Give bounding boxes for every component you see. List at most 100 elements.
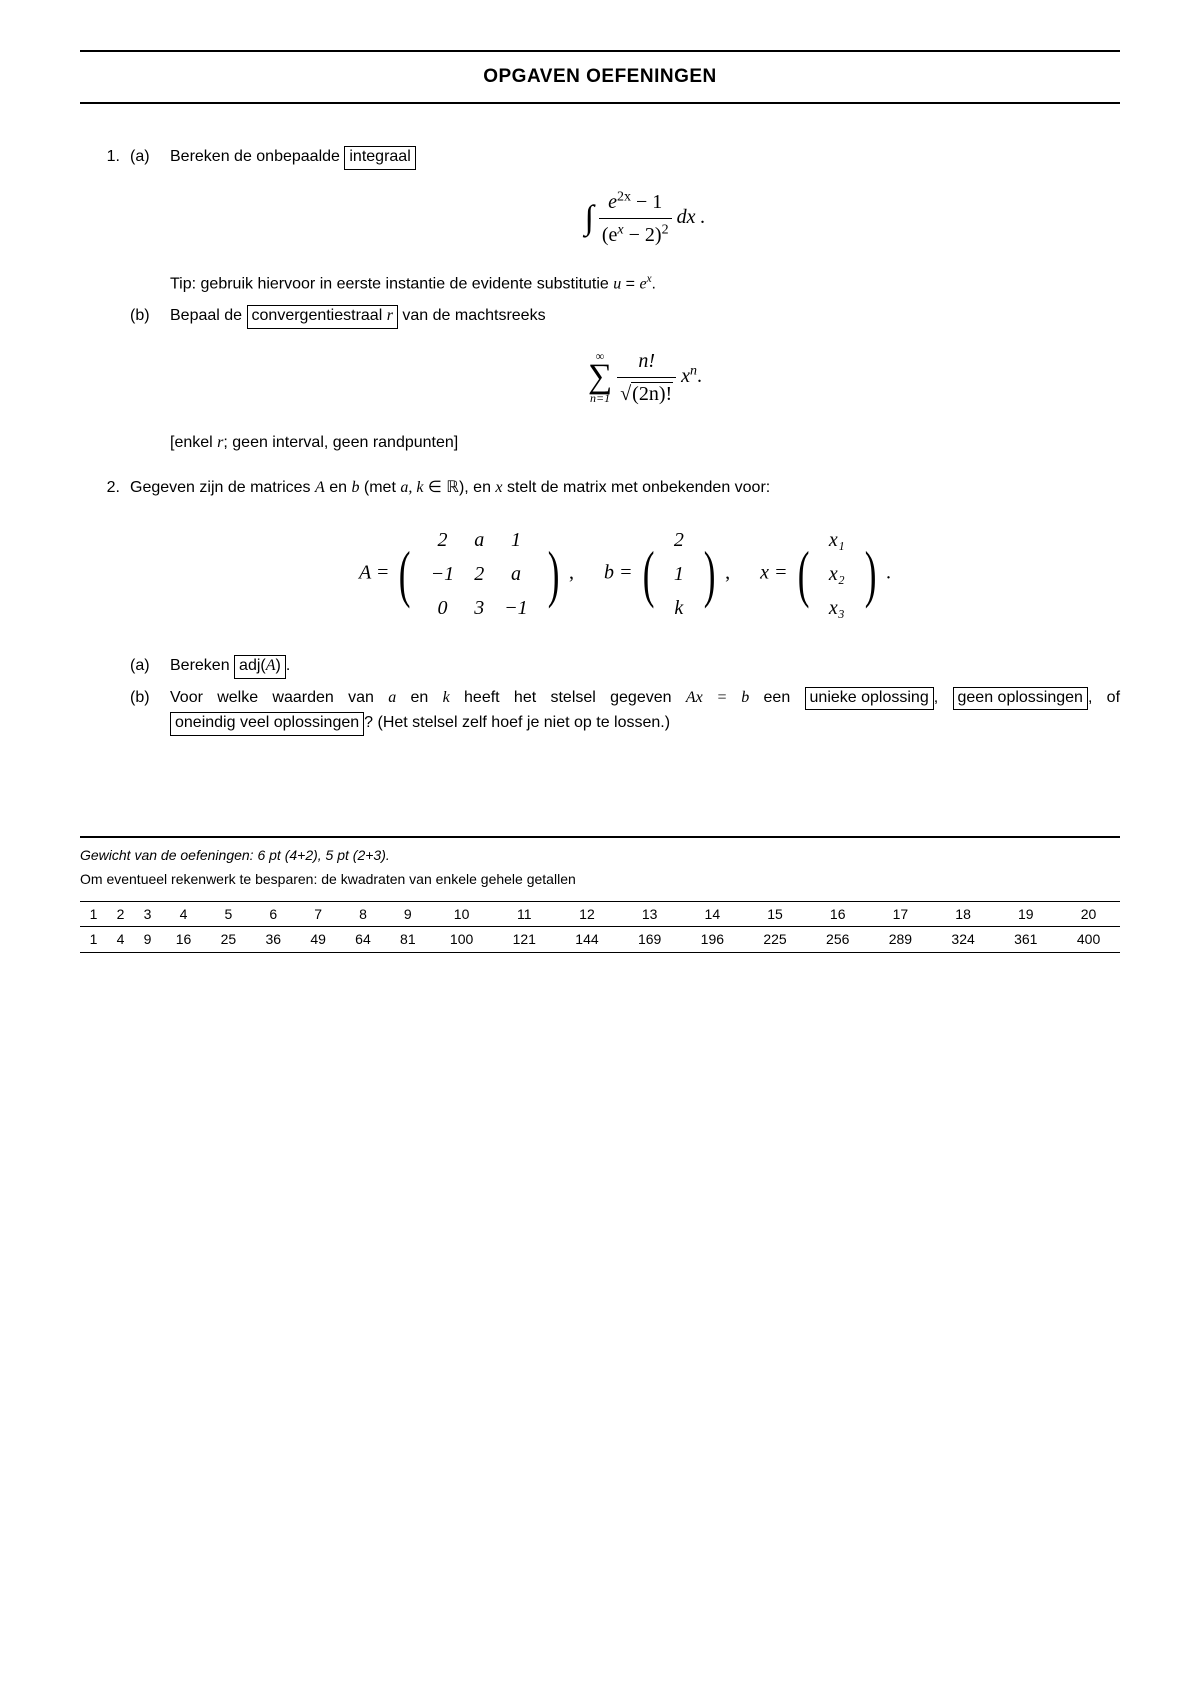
sep: , (934, 689, 938, 706)
vector-b: 2 1 k (664, 523, 694, 625)
integral-symbol: ∫ (585, 199, 594, 236)
A-equals: A = (359, 561, 394, 583)
text: Gegeven zijn de matrices (130, 479, 315, 496)
x-equals: x = (760, 561, 792, 583)
period: . (652, 275, 656, 292)
boxed-geen-oplossingen: geen oplossingen (953, 687, 1088, 711)
vector-x-name: x (495, 479, 502, 496)
bottom-rule (80, 102, 1120, 104)
text: en (396, 689, 442, 706)
text: Bereken de onbepaalde (170, 148, 340, 165)
footer-rule (80, 836, 1120, 838)
fraction: e2x − 1 (ex − 2)2 (599, 186, 672, 251)
sqrt-symbol (620, 383, 631, 405)
boxed-term-convergentiestraal: convergentiestraal r (247, 305, 398, 329)
paren-left: ( (399, 547, 411, 601)
den-open: (e (602, 224, 618, 246)
problem-1a: 1. (a) Bereken de onbepaalde integraal ∫… (80, 144, 1120, 297)
top-rule (80, 50, 1120, 52)
footer-block: Gewicht van de oefeningen: 6 pt (4+2), 5… (80, 836, 1120, 953)
e-var: e (639, 275, 646, 292)
problem-number-empty (80, 653, 130, 679)
boxed-term-adj: adj(A) (234, 655, 286, 679)
text: Voor welke waarden van (170, 689, 388, 706)
problem-body: Voor welke waarden van a en k heeft het … (170, 685, 1120, 737)
text-after: van de machtsreeks (402, 307, 545, 324)
tip-text: Tip: gebruik hiervoor in eerste instanti… (170, 275, 613, 292)
sum-symbol: ∞ ∑ n=1 (588, 350, 612, 405)
text: stelt de matrix met onbekenden voor: (503, 479, 771, 496)
x-term: x (681, 365, 690, 387)
page: OPGAVEN OEFENINGEN 1. (a) Bereken de onb… (0, 0, 1200, 1698)
weights-text: Gewicht van de oefeningen: 6 pt (4+2), 5… (80, 844, 1120, 866)
text: heeft het stelsel gegeven (450, 689, 686, 706)
problem-number-empty (80, 685, 130, 737)
matrix-A: 2a1 −12a 03−1 (421, 523, 538, 625)
page-title: OPGAVEN OEFENINGEN (80, 66, 1120, 88)
period: . (697, 365, 702, 387)
paren-left: ( (797, 547, 809, 601)
boxed-term-integraal: integraal (344, 146, 415, 170)
subpart-label: (a) (130, 144, 170, 297)
table-row: 1234567891011121314151617181920 (80, 901, 1120, 926)
den-close: − 2) (624, 224, 662, 246)
problem-number: 1. (80, 144, 130, 297)
exp-n: n (690, 363, 697, 378)
paren-left: ( (642, 547, 654, 601)
k-var: k (443, 689, 450, 706)
equals: = (621, 275, 639, 292)
paren-right: ) (864, 547, 876, 601)
comma: , (569, 561, 574, 583)
adj-text: adj(A) (239, 657, 281, 674)
squared: 2 (662, 222, 669, 237)
e: e (608, 191, 617, 213)
problem-number-empty (80, 303, 130, 455)
subpart-label: (b) (130, 685, 170, 737)
exp-2x: 2x (617, 189, 631, 204)
problem-2: 2. Gegeven zijn de matrices A en b (met … (80, 475, 1120, 647)
text: (met (359, 479, 400, 496)
text: een (749, 689, 790, 706)
text: en (325, 479, 352, 496)
content: 1. (a) Bereken de onbepaalde integraal ∫… (80, 144, 1120, 953)
sep: , of (1088, 689, 1120, 706)
problem-body: Gegeven zijn de matrices A en b (met a, … (130, 475, 1120, 647)
integral-formula: ∫ e2x − 1 (ex − 2)2 dx . (170, 186, 1120, 251)
subpart-label: (b) (130, 303, 170, 455)
problem-body: Bereken de onbepaalde integraal ∫ e2x − … (170, 144, 1120, 297)
boxed-oneindig-veel: oneindig veel oplossingen (170, 712, 364, 736)
text: Bepaal de (170, 307, 242, 324)
note-text: [enkel r; geen interval, geen randpunten… (170, 430, 1120, 456)
sqrt-arg: (2n)! (631, 382, 673, 405)
dx: dx . (677, 206, 706, 228)
equation: Ax = b (686, 689, 749, 706)
comma: , (725, 561, 730, 583)
problem-2b: (b) Voor welke waarden van a en k heeft … (80, 685, 1120, 737)
table-row: 1491625364964811001211441691962252562893… (80, 927, 1120, 952)
minus-one: − 1 (631, 191, 662, 213)
fraction: n! (2n)! (617, 345, 676, 410)
problem-body: Bereken adj(A) . (170, 653, 1120, 679)
squares-table: 1234567891011121314151617181920 14916253… (80, 901, 1120, 953)
vector-x: x₁ x₂ x₃ (819, 523, 855, 625)
bracket-note: [enkel r; geen interval, geen randpunten… (170, 434, 458, 451)
matrices-display: A = ( 2a1 −12a 03−1 ) , b = ( 2 1 (130, 523, 1120, 625)
paren-right: ) (547, 547, 559, 601)
sum-lower: n=1 (588, 392, 612, 404)
series-formula: ∞ ∑ n=1 n! (2n)! xn. (170, 345, 1120, 410)
tail-text: ? (Het stelsel zelf hoef je niet op te l… (364, 714, 670, 731)
in-R: ∈ ℝ (423, 479, 459, 496)
text: Bereken (170, 657, 230, 674)
squares-note: Om eventueel rekenwerk te besparen: de k… (80, 868, 1120, 890)
period: . (886, 561, 891, 583)
problem-number: 2. (80, 475, 130, 647)
subpart-label: (a) (130, 653, 170, 679)
boxed-text: convergentiestraal r (252, 307, 393, 324)
problem-1b: (b) Bepaal de convergentiestraal r van d… (80, 303, 1120, 455)
n-factorial: n! (638, 350, 655, 372)
problem-body: Bepaal de convergentiestraal r van de ma… (170, 303, 1120, 455)
period: . (286, 657, 290, 674)
ak-vars: a, k (400, 479, 423, 496)
b-equals: b = (604, 561, 638, 583)
problem-2a: (a) Bereken adj(A) . (80, 653, 1120, 679)
